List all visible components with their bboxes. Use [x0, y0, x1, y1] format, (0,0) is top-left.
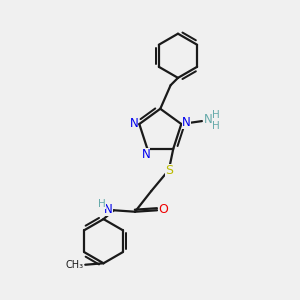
Text: CH₃: CH₃ [66, 260, 84, 270]
Text: N: N [204, 113, 213, 126]
Text: N: N [130, 117, 138, 130]
Text: N: N [142, 148, 150, 160]
Text: N: N [104, 203, 112, 216]
Text: H: H [98, 200, 106, 209]
Text: H: H [212, 122, 220, 131]
Text: H: H [212, 110, 220, 120]
Text: S: S [165, 164, 173, 177]
Text: O: O [158, 203, 168, 216]
Text: N: N [182, 116, 191, 129]
